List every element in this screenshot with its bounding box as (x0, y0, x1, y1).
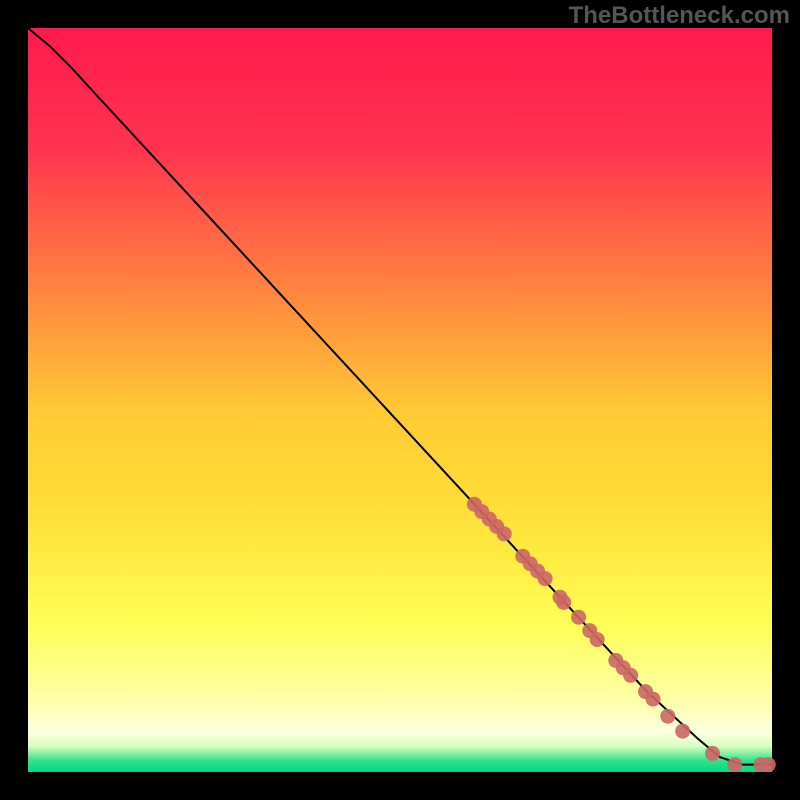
watermark-text: TheBottleneck.com (569, 2, 790, 30)
gradient-background (28, 28, 772, 772)
chart-plot-area (28, 28, 772, 772)
